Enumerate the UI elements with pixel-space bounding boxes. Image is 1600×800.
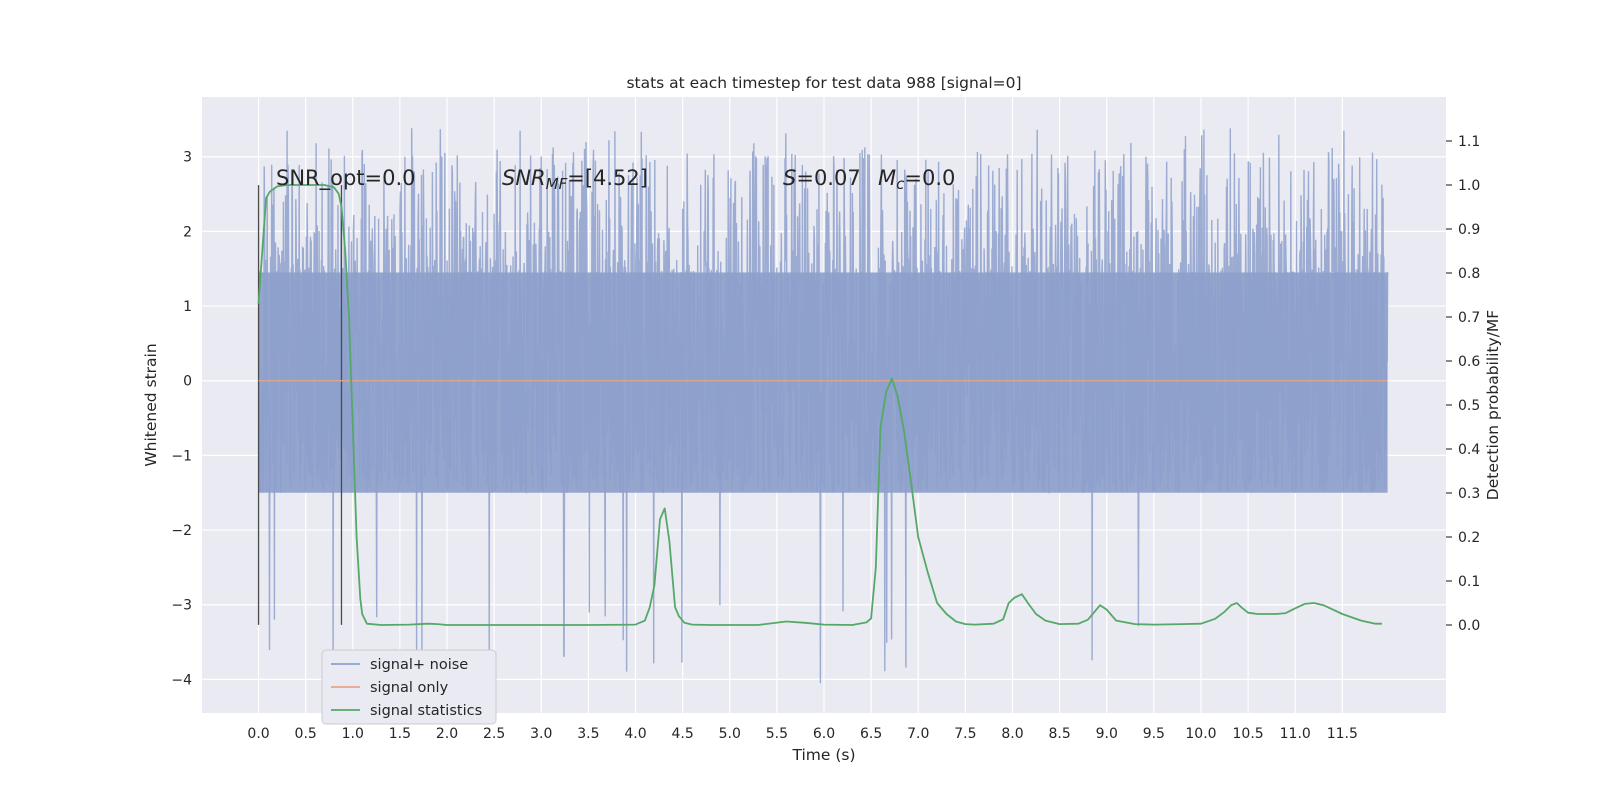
x-tick-label: 1.0 xyxy=(342,726,364,742)
y-right-tick-label: 0.3 xyxy=(1458,486,1480,502)
legend-box xyxy=(321,649,497,725)
y-right-tick-label: 0.9 xyxy=(1458,222,1480,238)
x-tick-label: 8.5 xyxy=(1048,726,1070,742)
x-tick-label: 7.5 xyxy=(954,726,976,742)
y-right-tick-label: 0.0 xyxy=(1458,618,1480,634)
x-tick-label: 9.5 xyxy=(1143,726,1165,742)
legend-label: signal+ noise xyxy=(370,657,468,673)
y-left-tick-label: −3 xyxy=(171,598,192,614)
x-tick-label: 2.5 xyxy=(483,726,505,742)
s-value: =0.07 xyxy=(796,166,860,190)
mc-subscript: c xyxy=(896,175,905,193)
s-symbol: S xyxy=(783,166,796,190)
y-left-tick-label: 1 xyxy=(183,299,192,315)
y-right-tick-label: 0.2 xyxy=(1458,530,1480,546)
annotation-snr-mf: SNRMF=[4.52] xyxy=(502,166,648,193)
y-right-tick-label: 1.1 xyxy=(1458,134,1480,150)
x-tick-label: 6.0 xyxy=(813,726,835,742)
x-tick-label: 3.5 xyxy=(577,726,599,742)
vertical-markers xyxy=(257,185,343,625)
y-right-tick-label: 0.8 xyxy=(1458,266,1480,282)
annotation-mc: Mc=0.0 xyxy=(878,166,955,193)
y-right-axis-ticks: 1.1 1.0 0.9 0.8 0.7 0.6 0.5 0.4 0.3 0.2 0.1 0.0 xyxy=(1446,134,1480,634)
legend: signal+ noise signal only signal statistic… xyxy=(321,649,497,725)
x-tick-label: 2.0 xyxy=(436,726,458,742)
legend-label: signal statistics xyxy=(370,703,482,719)
y-left-tick-label: 3 xyxy=(183,150,192,166)
noise-core-band xyxy=(258,272,1388,493)
x-tick-label: 8.0 xyxy=(1001,726,1023,742)
y-left-tick-label: −1 xyxy=(171,448,192,464)
x-axis-ticks: 0.0 0.5 1.0 1.5 2.0 2.5 3.0 3.5 4.0 4.5 5.0 5.5 6.0 6… xyxy=(247,726,1358,742)
y-right-tick-label: 0.6 xyxy=(1458,354,1480,370)
x-tick-label: 6.5 xyxy=(860,726,882,742)
annotation-s: S=0.07 xyxy=(783,166,861,190)
chart-title: stats at each timestep for test data 988… xyxy=(626,74,1021,92)
series-signal-statistics xyxy=(257,184,1382,626)
series-signal-plus-noise xyxy=(257,128,1389,684)
x-tick-label: 7.0 xyxy=(907,726,929,742)
snr-mf-value: =[4.52] xyxy=(567,166,648,190)
mc-value: =0.0 xyxy=(904,166,955,190)
y-right-tick-label: 1.0 xyxy=(1458,178,1480,194)
x-tick-label: 9.0 xyxy=(1096,726,1118,742)
y-right-axis-label: Detection probability/MF xyxy=(1484,310,1502,501)
y-left-tick-label: −4 xyxy=(171,672,192,688)
x-tick-label: 0.5 xyxy=(295,726,317,742)
y-left-tick-label: 0 xyxy=(183,374,192,390)
x-tick-label: 0.0 xyxy=(247,726,269,742)
legend-label: signal only xyxy=(370,680,449,696)
x-tick-label: 5.0 xyxy=(719,726,741,742)
mc-symbol: M xyxy=(878,166,896,190)
annotation-snr-opt: SNR_opt=0.0 xyxy=(276,166,416,191)
x-tick-label: 4.5 xyxy=(672,726,694,742)
y-right-tick-label: 0.4 xyxy=(1458,442,1480,458)
snr-mf-symbol: SNR xyxy=(502,166,546,190)
y-left-axis-ticks: 3 2 1 0 −1 −2 −3 −4 xyxy=(171,150,192,689)
x-tick-label: 5.5 xyxy=(766,726,788,742)
x-tick-label: 4.0 xyxy=(624,726,646,742)
y-left-axis-label: Whitened strain xyxy=(142,343,160,466)
x-tick-label: 3.0 xyxy=(530,726,552,742)
y-right-tick-label: 0.5 xyxy=(1458,398,1480,414)
x-axis-label: Time (s) xyxy=(791,746,855,764)
x-tick-label: 11.0 xyxy=(1280,726,1311,742)
y-left-tick-label: −2 xyxy=(171,523,192,539)
x-tick-label: 10.0 xyxy=(1185,726,1216,742)
x-tick-label: 10.5 xyxy=(1233,726,1264,742)
y-left-tick-label: 2 xyxy=(183,224,192,240)
annotations: SNR_opt=0.0 SNRMF=[4.52] S=0.07 Mc=0.0 xyxy=(276,166,955,193)
y-right-tick-label: 0.7 xyxy=(1458,310,1480,326)
x-tick-label: 1.5 xyxy=(389,726,411,742)
x-tick-label: 11.5 xyxy=(1327,726,1358,742)
y-right-tick-label: 0.1 xyxy=(1458,574,1480,590)
snr-mf-subscript: MF xyxy=(546,175,568,193)
